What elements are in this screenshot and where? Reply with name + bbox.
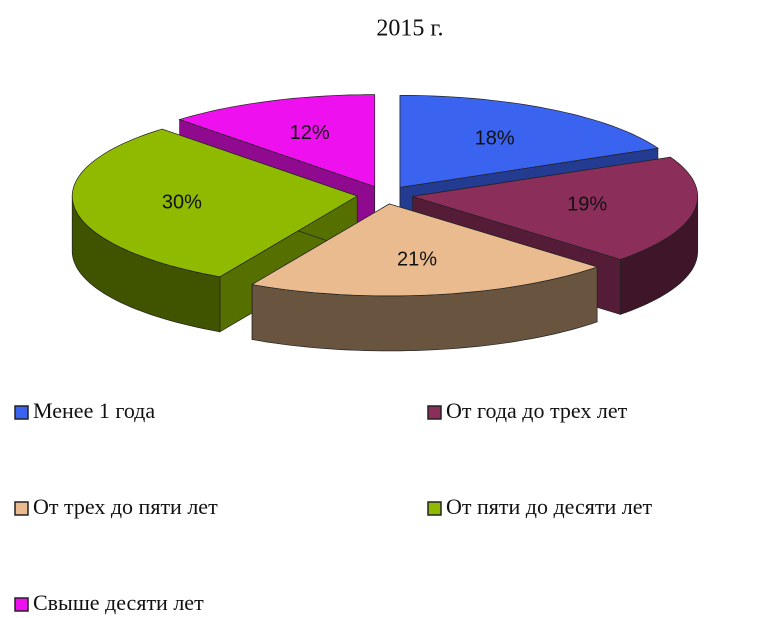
chart-title: 2015 г. bbox=[376, 16, 443, 42]
data-label: 18% bbox=[475, 127, 515, 149]
legend-swatch bbox=[427, 405, 442, 420]
legend-swatch bbox=[14, 501, 29, 516]
slice bbox=[251, 203, 599, 297]
legend-label: От трех до пяти лет bbox=[33, 494, 218, 519]
slice bbox=[412, 156, 698, 260]
slice bbox=[399, 95, 659, 188]
legend-swatch bbox=[14, 405, 29, 420]
legend-label: Менее 1 года bbox=[33, 398, 155, 423]
legend-label: Свыше десяти лет bbox=[33, 590, 204, 615]
legend-swatch bbox=[14, 597, 29, 612]
data-label: 30% bbox=[162, 192, 202, 214]
slice bbox=[71, 128, 359, 278]
legend-label: От года до трех лет bbox=[446, 398, 628, 423]
data-label: 19% bbox=[567, 194, 607, 216]
slice bbox=[178, 94, 376, 188]
legend-label: От пяти до десяти лет bbox=[446, 494, 652, 519]
legend-swatch bbox=[427, 501, 442, 516]
data-label: 12% bbox=[290, 122, 330, 144]
data-label: 21% bbox=[397, 249, 437, 271]
